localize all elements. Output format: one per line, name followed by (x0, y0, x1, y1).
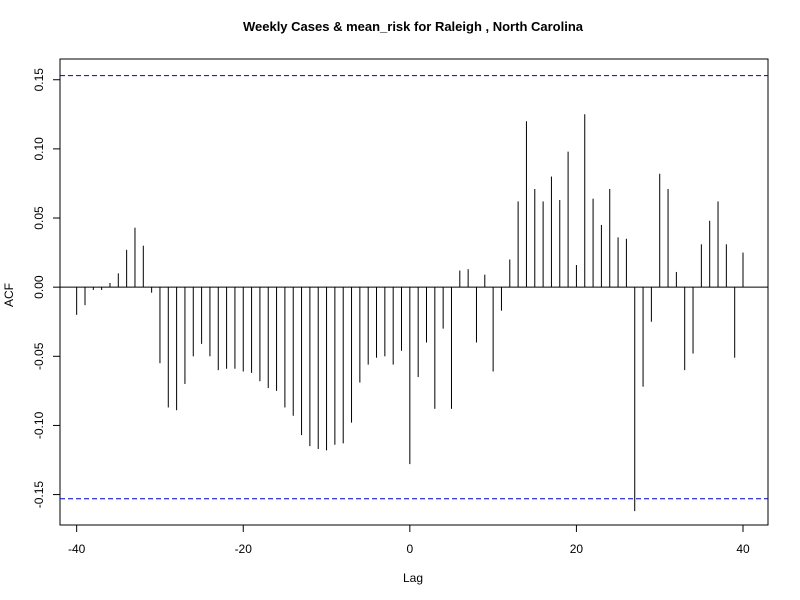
y-tick-label: -0.15 (32, 481, 46, 509)
x-axis-label: Lag (403, 571, 423, 585)
x-tick-label: 0 (406, 542, 413, 556)
y-tick-label: 0.10 (32, 137, 46, 161)
y-tick-label: -0.10 (32, 411, 46, 439)
y-tick-label: 0.15 (32, 68, 46, 92)
y-axis: -0.15 -0.10 -0.05 0.00 0.05 0.10 0.15 (32, 68, 61, 509)
y-tick-label: 0.05 (32, 206, 46, 230)
x-tick-label: 40 (736, 542, 750, 556)
plot-frame (59, 58, 769, 526)
x-tick-label: -20 (235, 542, 253, 556)
x-tick-label: 20 (570, 542, 584, 556)
x-axis: -40 -20 0 20 40 (68, 524, 750, 556)
acf-bars (76, 114, 744, 512)
y-tick-label: 0.00 (32, 275, 46, 299)
y-axis-label: ACF (2, 283, 16, 307)
chart-title: Weekly Cases & mean_risk for Raleigh , N… (243, 19, 584, 34)
confidence-bounds (60, 75, 768, 500)
x-tick-label: -40 (68, 542, 86, 556)
y-tick-label: -0.05 (32, 342, 46, 370)
